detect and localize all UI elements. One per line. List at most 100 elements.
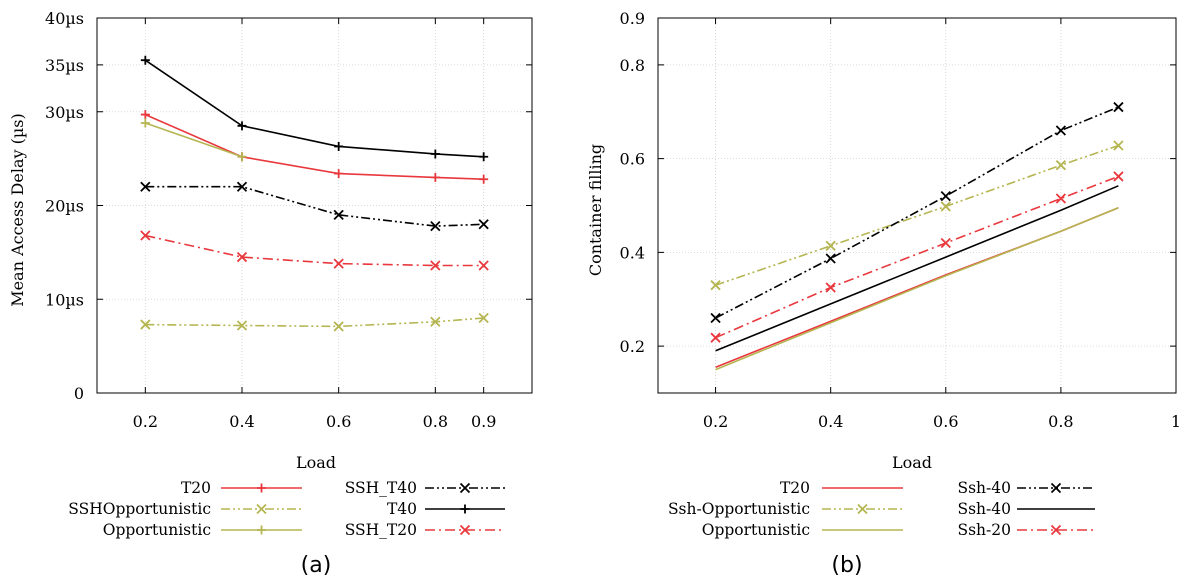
legend-label: T20	[181, 479, 211, 497]
y-tick-label: 0.2	[620, 337, 645, 356]
x-axis-label: Load	[892, 453, 932, 472]
series-line	[145, 122, 243, 158]
data-point-marker	[334, 141, 344, 151]
y-tick-label: 0.4	[620, 243, 645, 262]
data-point-marker	[710, 312, 721, 324]
legend-label: T40	[387, 500, 417, 518]
data-point-marker	[430, 220, 441, 232]
data-point-marker	[140, 118, 150, 128]
legend-swatch-marker	[857, 503, 868, 515]
x-tick-label: 0.8	[1048, 412, 1073, 431]
y-tick-label: 0.6	[620, 150, 645, 169]
series-t40	[140, 55, 489, 162]
data-point-marker	[478, 219, 489, 230]
data-point-marker	[236, 320, 248, 331]
x-tick-label: 0.6	[933, 412, 958, 431]
data-point-marker	[1113, 101, 1124, 113]
data-point-marker	[825, 282, 836, 293]
series-line	[144, 59, 484, 158]
data-point-marker	[430, 260, 441, 271]
y-tick-label: 0	[74, 384, 84, 403]
data-point-marker	[940, 237, 951, 249]
series-line	[715, 144, 1119, 286]
x-tick-label: 0.6	[326, 412, 351, 431]
plot-frame	[657, 17, 1177, 394]
x-tick-label: 0.2	[133, 412, 158, 431]
data-point-marker	[825, 253, 836, 264]
x-axis-label: Load	[296, 453, 336, 472]
legend-label: SSHOpportunistic	[68, 500, 211, 518]
series-ssh-t40	[140, 181, 489, 232]
y-axis-label: Mean Access Delay (µs)	[8, 113, 27, 306]
data-point-marker	[237, 121, 247, 131]
series-opportunistic	[140, 118, 247, 162]
data-point-marker	[430, 172, 440, 182]
data-point-marker	[140, 319, 151, 330]
y-axis-label: Container filling	[586, 144, 605, 276]
y-tick-label: 40µs	[45, 9, 84, 28]
panel-caption: (a)	[301, 553, 332, 578]
legend-swatch-marker	[1050, 524, 1062, 536]
data-point-marker	[140, 55, 150, 65]
legend-swatch-marker	[256, 503, 267, 515]
legend-label: Ssh-40	[957, 479, 1011, 497]
data-point-marker	[478, 260, 489, 271]
legend-label: SSH_T20	[345, 521, 417, 539]
data-point-marker	[333, 321, 344, 332]
data-point-marker	[1055, 125, 1067, 136]
grid	[97, 17, 532, 394]
legend-label: T20	[780, 479, 810, 497]
x-tick-label: 0.4	[818, 412, 843, 431]
data-point-marker	[1055, 160, 1067, 171]
y-tick-label: 20µs	[45, 197, 84, 216]
x-tick-label: 0.4	[229, 412, 254, 431]
legend-swatch-marker	[459, 524, 471, 536]
grid	[658, 17, 1177, 393]
legend-label: Opportunistic	[702, 521, 810, 539]
data-point-marker	[479, 152, 489, 162]
data-point-marker	[237, 152, 247, 162]
legend-swatch-marker	[257, 525, 266, 535]
data-point-marker	[430, 149, 440, 159]
legend-swatch-marker	[1050, 482, 1062, 494]
data-point-marker	[236, 251, 248, 263]
panel-caption: (b)	[831, 553, 862, 578]
data-point-marker	[140, 110, 150, 120]
data-point-marker	[1055, 193, 1067, 204]
series-line	[715, 207, 1119, 371]
legend-swatch-marker	[257, 483, 266, 493]
x-tick-label: 0.8	[423, 412, 448, 431]
data-point-marker	[430, 316, 441, 327]
series-ssh-40	[715, 185, 1119, 352]
series-ssh-t20	[140, 230, 489, 271]
series-ssh-40	[710, 101, 1124, 324]
data-point-marker	[710, 332, 721, 343]
y-tick-label: 0.9	[620, 9, 645, 28]
series-opportunistic	[715, 207, 1119, 371]
x-tick-label: 0.9	[471, 412, 496, 431]
legend-label: SSH_T40	[345, 479, 417, 497]
legend-label: Opportunistic	[103, 521, 211, 539]
legend-label: Ssh-20	[957, 521, 1011, 539]
y-tick-label: 0.8	[620, 56, 645, 75]
x-tick-label: 0.2	[703, 412, 728, 431]
y-tick-label: 35µs	[45, 56, 84, 75]
legend-label: Ssh-40	[957, 500, 1011, 518]
data-point-marker	[1113, 140, 1124, 151]
legend-label: Ssh-Opportunistic	[668, 500, 810, 518]
chart-panel-a: 0.2 0.4 0.6 0.8 0.9 0 10µs 20µs 30µs 35µs 40µs Mean…	[8, 9, 533, 578]
series-sshopportunistic	[140, 312, 489, 332]
y-tick-label: 30µs	[45, 103, 84, 122]
series-line	[145, 185, 484, 227]
series-t20	[140, 110, 489, 184]
data-point-marker	[940, 190, 951, 202]
data-point-marker	[140, 230, 151, 241]
legend: T20 SSHOpportunistic Opportunistic SSH_T40 T…	[68, 479, 505, 539]
data-point-marker	[825, 240, 836, 251]
chart-panel-b: 0.2 0.4 0.6 0.8 1 0.2 0.4 0.6 0.8 0.9 Container fi…	[586, 9, 1181, 578]
series-ssh-20	[710, 171, 1124, 343]
data-point-marker	[333, 209, 344, 221]
series-ssh-opportunistic	[710, 140, 1124, 291]
data-point-marker	[478, 312, 489, 324]
